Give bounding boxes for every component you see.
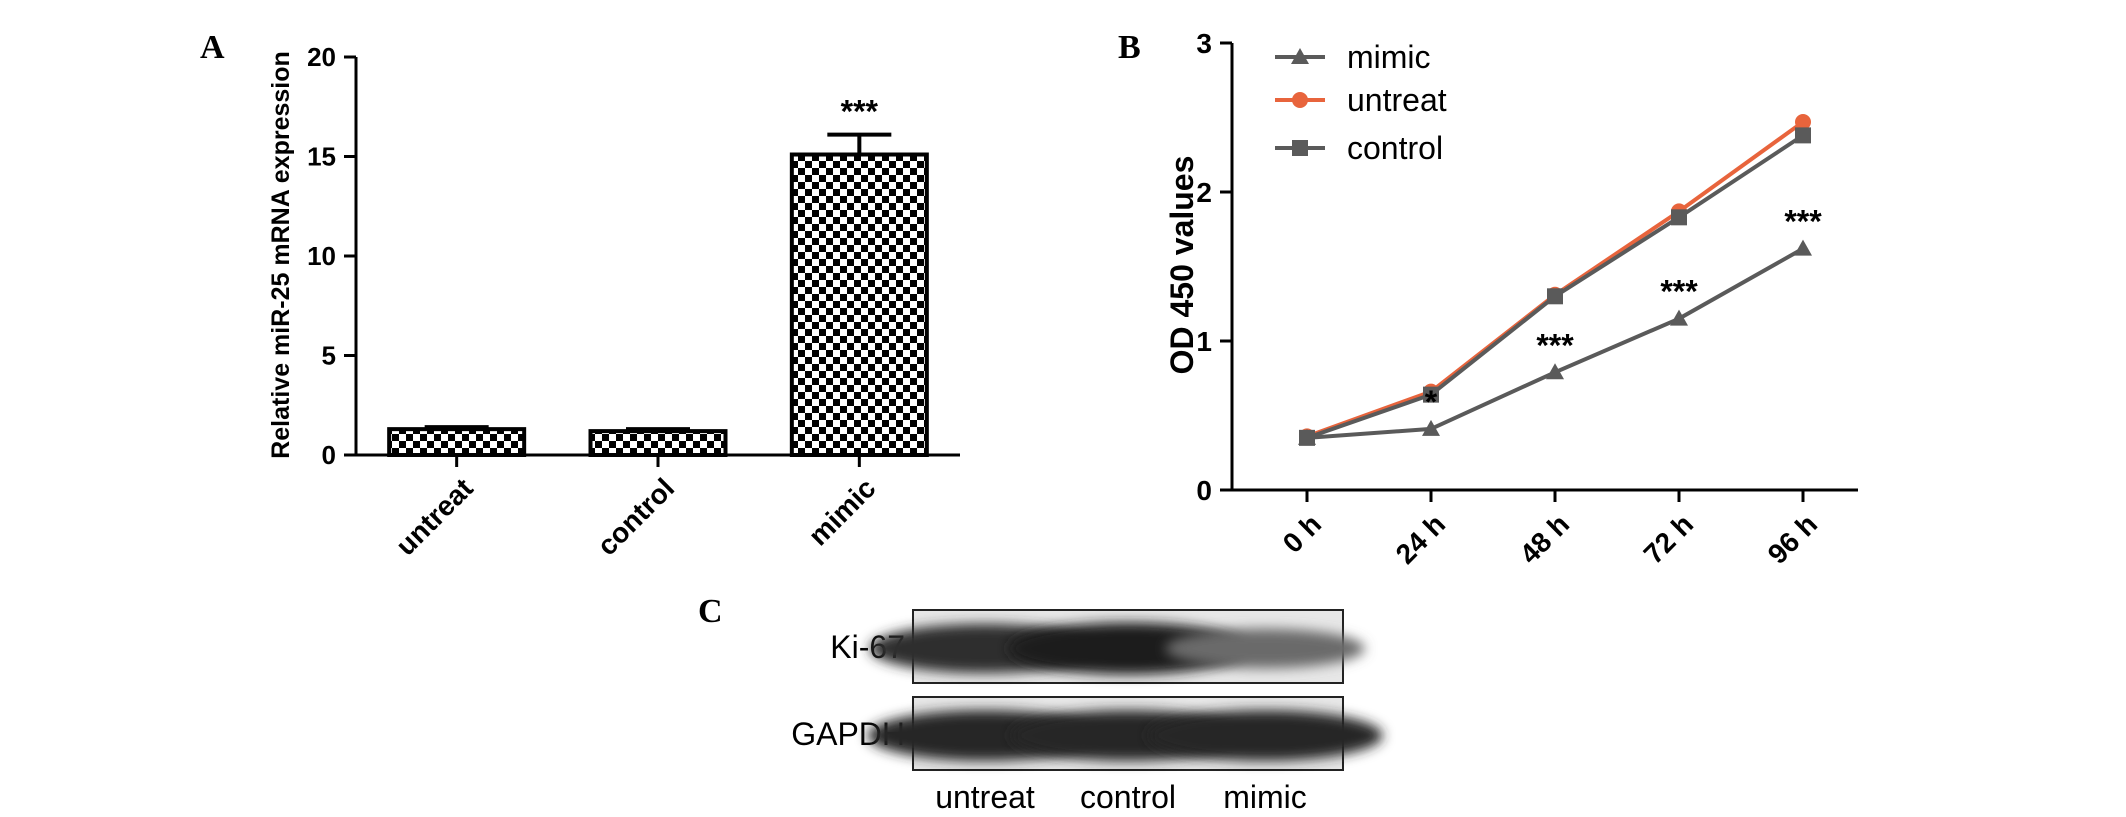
legend-label-untreat: untreat xyxy=(1347,82,1447,118)
y-tick-label-a: 0 xyxy=(322,440,336,470)
panel-letter-c: C xyxy=(698,593,723,630)
legend-label-control: control xyxy=(1347,130,1443,166)
y-axis-label-b: OD 450 values xyxy=(1164,156,1200,375)
blot-band-Ki-67-mimic xyxy=(1165,628,1365,669)
significance-label-b: *** xyxy=(1784,204,1822,240)
x-tick-label-untreat: untreat xyxy=(390,472,479,561)
x-tick-label-b: 48 h xyxy=(1514,508,1576,570)
blot-band-GAPDH-mimic xyxy=(1147,710,1383,761)
bar-untreat xyxy=(387,427,527,458)
legend-marker-mimic xyxy=(1291,48,1309,64)
series-line-control xyxy=(1306,133,1805,440)
point-mimic xyxy=(1298,428,1316,445)
legend-label-mimic: mimic xyxy=(1347,39,1431,75)
panel-letter-a: A xyxy=(200,29,225,66)
bar-mimic xyxy=(789,152,929,457)
y-tick-label-b: 3 xyxy=(1196,28,1212,59)
x-tick-label-b: 0 h xyxy=(1277,508,1328,559)
x-tick-label-mimic: mimic xyxy=(802,472,881,551)
series-line-untreat xyxy=(1306,120,1805,439)
x-tick-label-b: 24 h xyxy=(1390,508,1452,570)
significance-label-b: * xyxy=(1425,384,1438,420)
y-tick-label-b: 1 xyxy=(1196,326,1212,357)
significance-label-b: *** xyxy=(1660,274,1698,310)
point-control xyxy=(1671,209,1687,226)
x-tick-label-control: control xyxy=(591,472,680,561)
y-axis-label-a: Relative miR-25 mRNA expression xyxy=(267,51,295,459)
blot-band-Ki-67-control xyxy=(1008,622,1248,675)
point-mimic xyxy=(1546,363,1564,380)
point-control xyxy=(1547,288,1563,305)
panel-letter-b: B xyxy=(1118,29,1141,66)
blot-lane-label-control: control xyxy=(1080,779,1176,815)
y-tick-label-a: 10 xyxy=(307,241,336,271)
x-tick-label-b: 72 h xyxy=(1638,508,1700,570)
y-tick-label-a: 5 xyxy=(322,341,336,371)
point-control xyxy=(1423,386,1439,403)
y-tick-label-a: 20 xyxy=(307,42,336,72)
y-tick-label-a: 15 xyxy=(307,142,336,172)
significance-label-a: *** xyxy=(841,94,879,130)
blot-lane-label-untreat: untreat xyxy=(935,779,1035,815)
blot-lane-label-mimic: mimic xyxy=(1223,779,1307,815)
bar-control xyxy=(588,429,728,457)
point-untreat xyxy=(1795,113,1811,130)
point-mimic xyxy=(1422,419,1440,436)
legend-marker-untreat xyxy=(1292,92,1308,108)
point-mimic xyxy=(1794,239,1812,256)
y-tick-label-b: 0 xyxy=(1196,475,1212,506)
x-tick-label-b: 96 h xyxy=(1762,508,1824,570)
significance-label-b: *** xyxy=(1536,327,1574,363)
bar-chart-panel-a: Relative miR-25 mRNA expression 0 5 10 15 20… xyxy=(267,42,960,561)
y-tick-label-b: 2 xyxy=(1196,177,1212,208)
point-mimic xyxy=(1670,309,1688,326)
legend-marker-control xyxy=(1292,140,1308,156)
point-control xyxy=(1795,127,1811,144)
